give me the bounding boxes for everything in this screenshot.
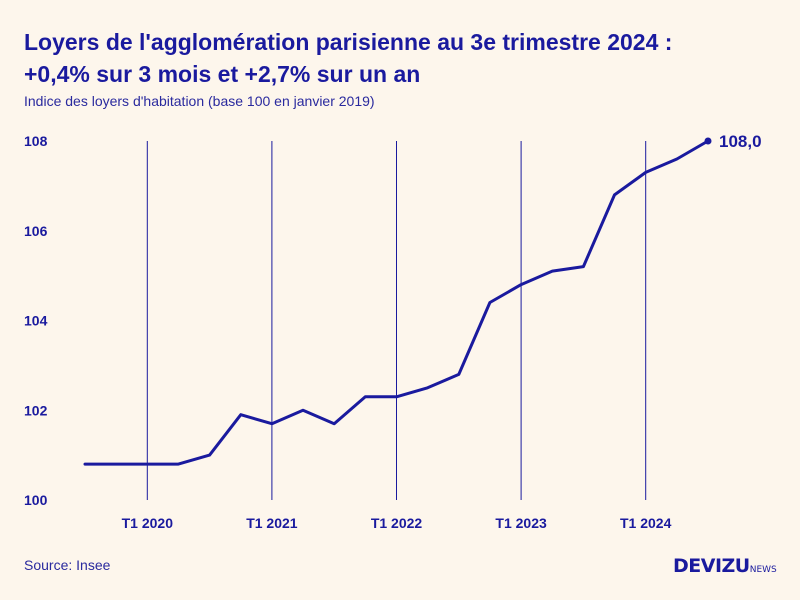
chart-title-line-1: Loyers de l'agglomération parisienne au … [24, 29, 673, 55]
x-tick-label: T1 2020 [122, 515, 174, 531]
gridlines [146, 141, 647, 500]
y-tick-label: 106 [24, 223, 48, 239]
chart-title: Loyers de l'agglomération parisienne au … [24, 26, 784, 90]
x-tick-label: T1 2021 [246, 515, 298, 531]
y-tick-label: 100 [24, 492, 48, 508]
series-end-point [704, 137, 712, 145]
x-tick-label: T1 2024 [620, 515, 672, 531]
y-tick-label: 104 [24, 313, 48, 329]
y-tick-label: 108 [24, 133, 48, 149]
chart-subtitle: Indice des loyers d'habitation (base 100… [24, 93, 375, 109]
brand-logo: DEVIZUNEWS [673, 555, 777, 577]
y-tick-label: 102 [24, 402, 48, 418]
y-axis-ticks: 100 102 104 106 108 [24, 133, 48, 508]
series-line [83, 139, 710, 466]
x-tick-label: T1 2022 [371, 515, 423, 531]
chart-title-line-2: +0,4% sur 3 mois et +2,7% sur un an [24, 61, 421, 87]
series-end-label: 108,0 [719, 132, 762, 151]
x-tick-label: T1 2023 [495, 515, 547, 531]
brand-logo-main: DEVIZU [673, 555, 750, 577]
x-axis-ticks: T1 2020 T1 2021 T1 2022 T1 2023 T1 2024 [122, 515, 672, 531]
brand-logo-sub: NEWS [749, 565, 777, 575]
source-note: Source: Insee [24, 557, 111, 573]
